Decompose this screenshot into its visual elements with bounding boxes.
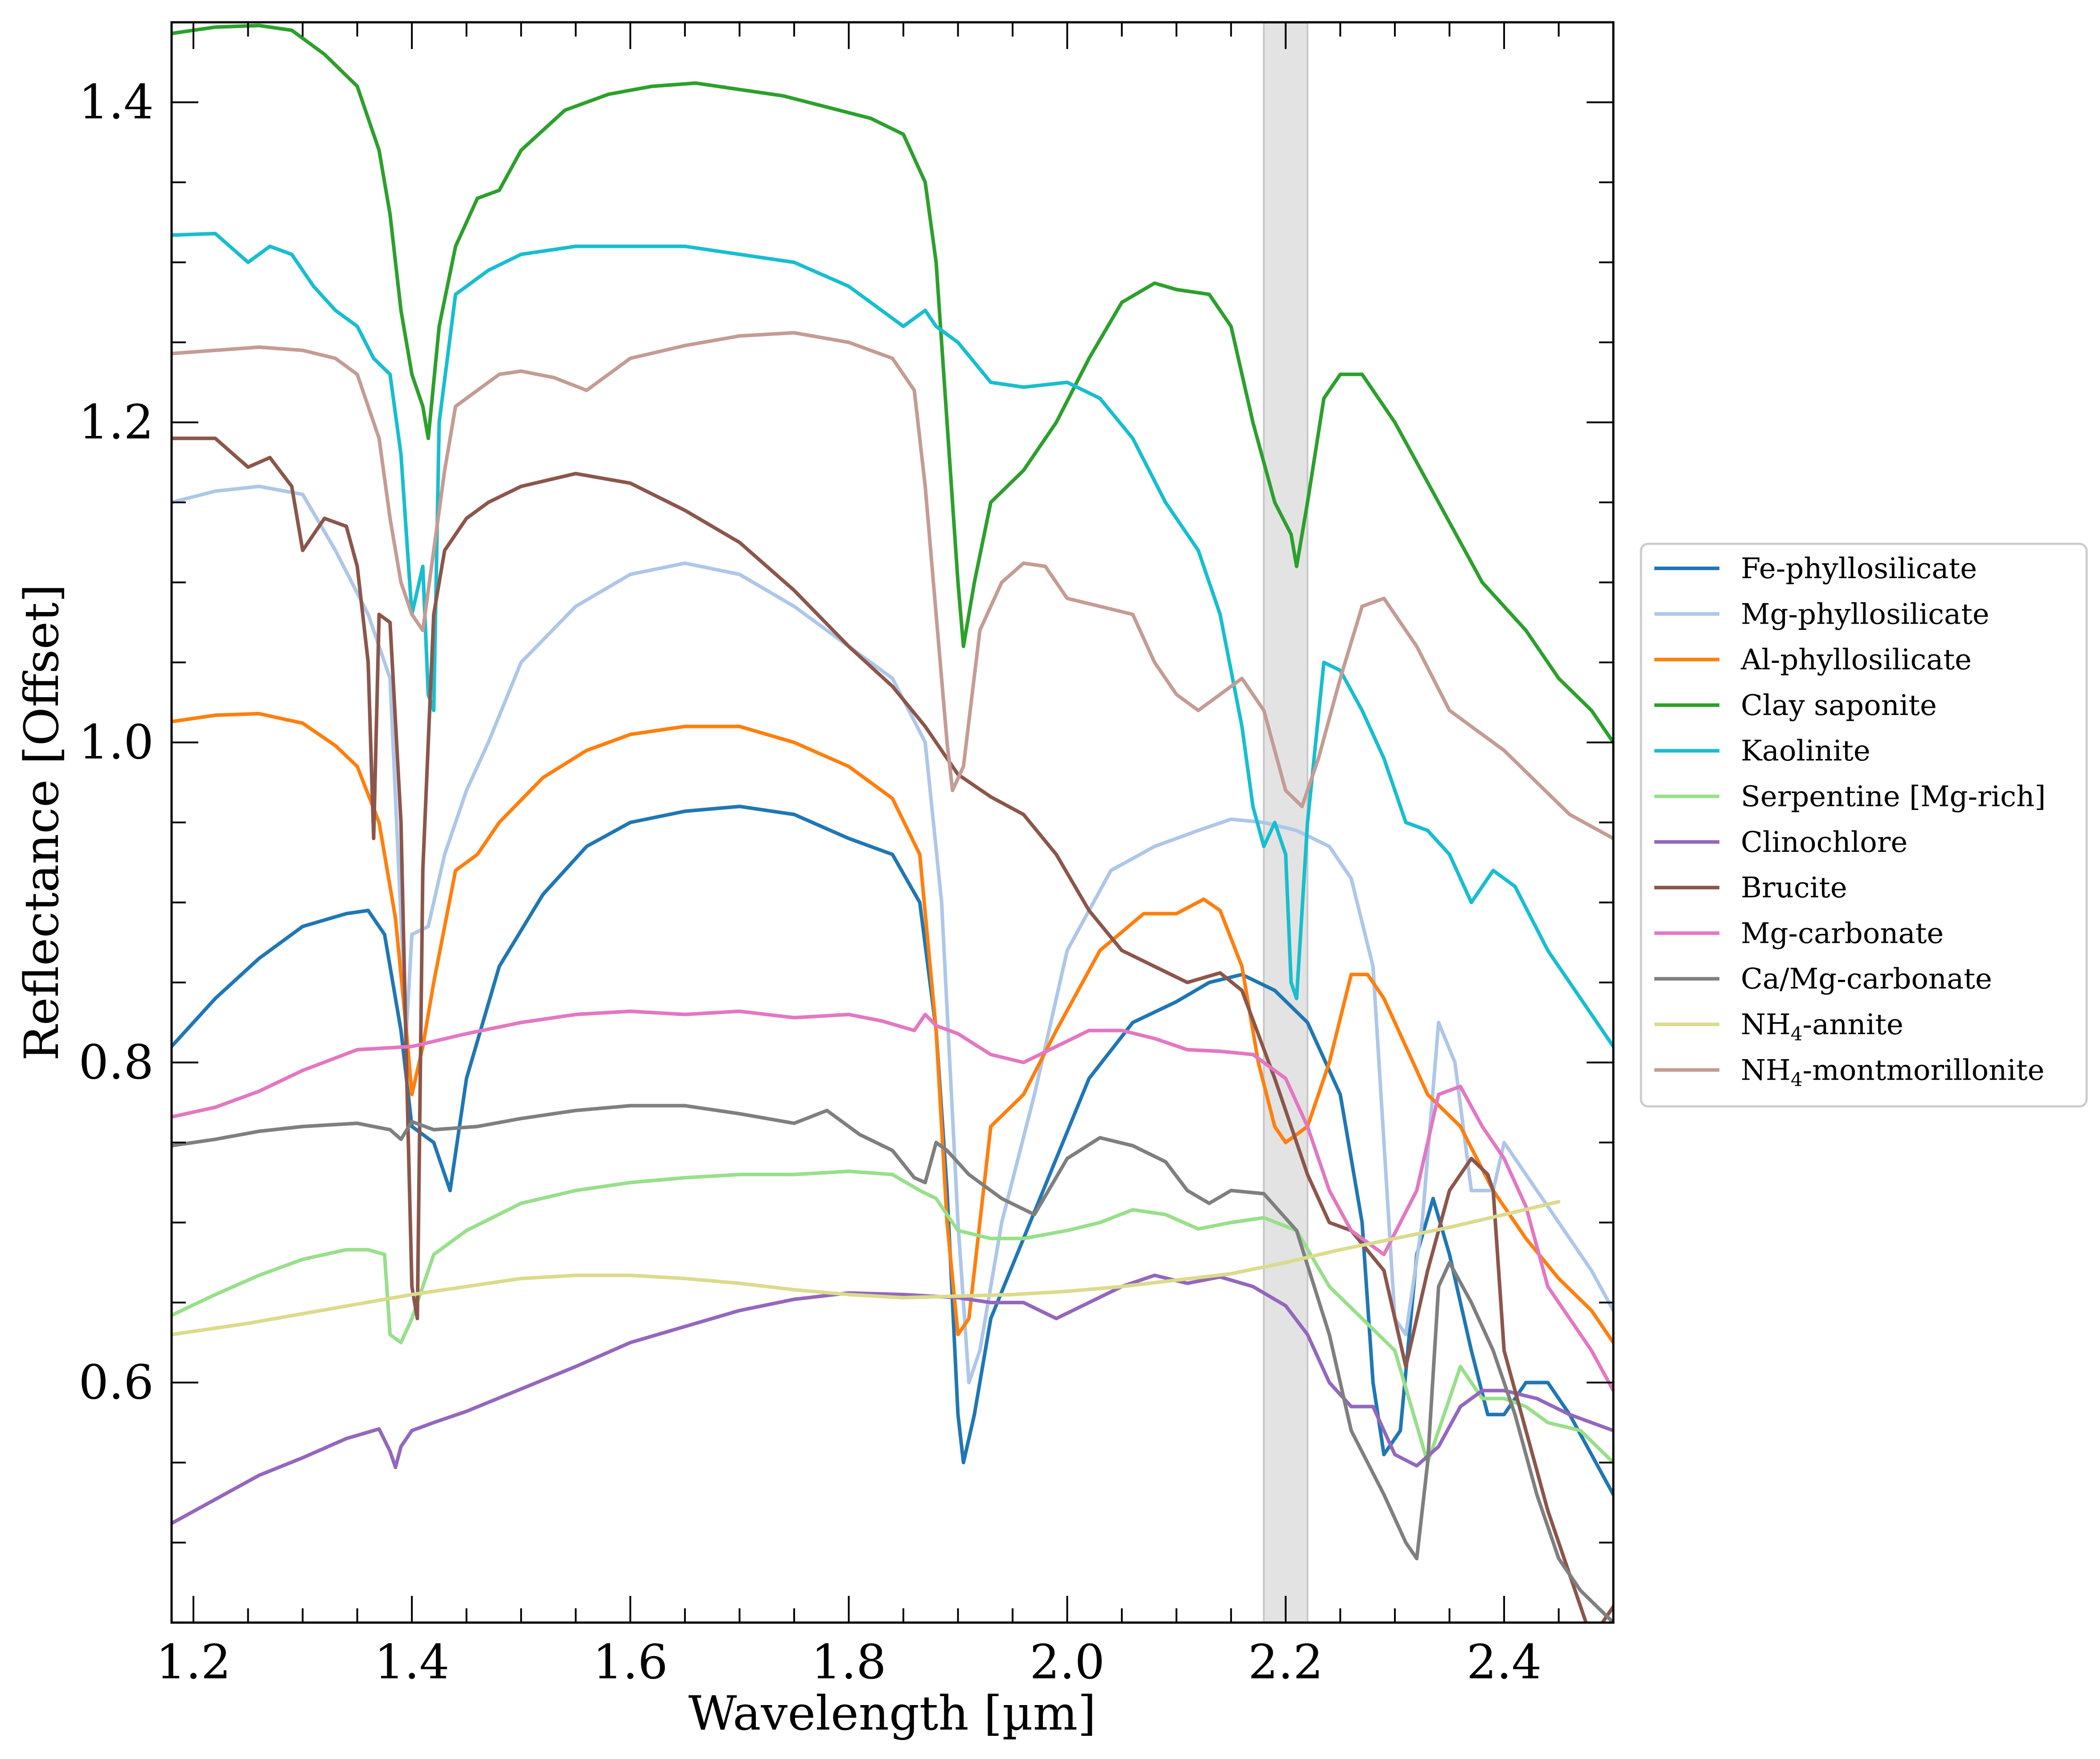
x-tick-label: 2.4 bbox=[1467, 1635, 1542, 1689]
legend-label: Brucite bbox=[1741, 871, 1847, 904]
x-axis-label: Wavelength [µm] bbox=[689, 1686, 1096, 1741]
legend: Fe-phyllosilicate Mg-phyllosilicate Al-phy… bbox=[1640, 542, 2088, 1108]
x-tick-label: 1.2 bbox=[156, 1635, 231, 1689]
series-line-nh4-montmorillonite bbox=[172, 331, 1613, 840]
legend-frame bbox=[1640, 542, 2088, 1108]
legend-label: Clay saponite bbox=[1741, 689, 1937, 722]
x-tick-labels: 1.2 1.4 1.6 1.8 2.0 2.2 2.4 bbox=[156, 1635, 1542, 1689]
x-tick-label: 2.0 bbox=[1029, 1635, 1105, 1689]
legend-label: Mg-phyllosilicate bbox=[1741, 598, 1989, 631]
x-tick-label: 1.8 bbox=[811, 1635, 886, 1689]
legend-label: Mg-carbonate bbox=[1741, 917, 1944, 950]
series-line-ca-mg-carbonate bbox=[172, 1104, 1613, 1623]
series-layer bbox=[172, 24, 1613, 1623]
legend-label: Serpentine [Mg-rich] bbox=[1741, 781, 2046, 814]
plot-area-background bbox=[172, 22, 1613, 1623]
series-line-kaolinite bbox=[172, 231, 1613, 1048]
legend-items: Fe-phyllosilicate Mg-phyllosilicate Al-phy… bbox=[1654, 552, 2046, 1090]
x-tick-label: 2.2 bbox=[1248, 1635, 1323, 1689]
y-tick-label: 1.2 bbox=[78, 395, 154, 450]
legend-label: Clinochlore bbox=[1741, 826, 1907, 859]
series-line-al-phyllosilicate bbox=[172, 711, 1613, 1344]
legend-label: Kaolinite bbox=[1741, 735, 1870, 768]
y-tick-label: 1.0 bbox=[78, 715, 154, 770]
series-line-serpentine-mg-rich- bbox=[172, 1169, 1613, 1464]
y-tick-labels: 0.6 0.8 1.0 1.2 1.4 bbox=[78, 75, 154, 1410]
y-axis-label: Reflectance [Offset] bbox=[14, 584, 69, 1061]
y-tick-label: 1.4 bbox=[78, 75, 154, 130]
x-tick-label: 1.4 bbox=[374, 1635, 450, 1689]
series-line-nh4-annite bbox=[172, 1200, 1561, 1336]
y-tick-label: 0.6 bbox=[78, 1355, 154, 1410]
legend-label: Ca/Mg-carbonate bbox=[1741, 963, 1992, 996]
series-line-fe-phyllosilicate bbox=[172, 805, 1613, 1496]
series-line-mg-carbonate bbox=[172, 1009, 1613, 1393]
series-line-clay-saponite bbox=[172, 24, 1613, 744]
legend-label: Fe-phyllosilicate bbox=[1741, 552, 1977, 585]
series-line-mg-phyllosilicate bbox=[172, 485, 1613, 1385]
legend-label: NH4-montmorillonite bbox=[1741, 1054, 2044, 1090]
plot-frame bbox=[170, 21, 1615, 1624]
legend-label: NH4-annite bbox=[1741, 1008, 1903, 1045]
x-tick-label: 1.6 bbox=[593, 1635, 668, 1689]
legend-label: Al-phyllosilicate bbox=[1740, 644, 1972, 677]
series-line-clinochlore bbox=[172, 1274, 1613, 1525]
y-tick-label: 0.8 bbox=[78, 1035, 154, 1090]
